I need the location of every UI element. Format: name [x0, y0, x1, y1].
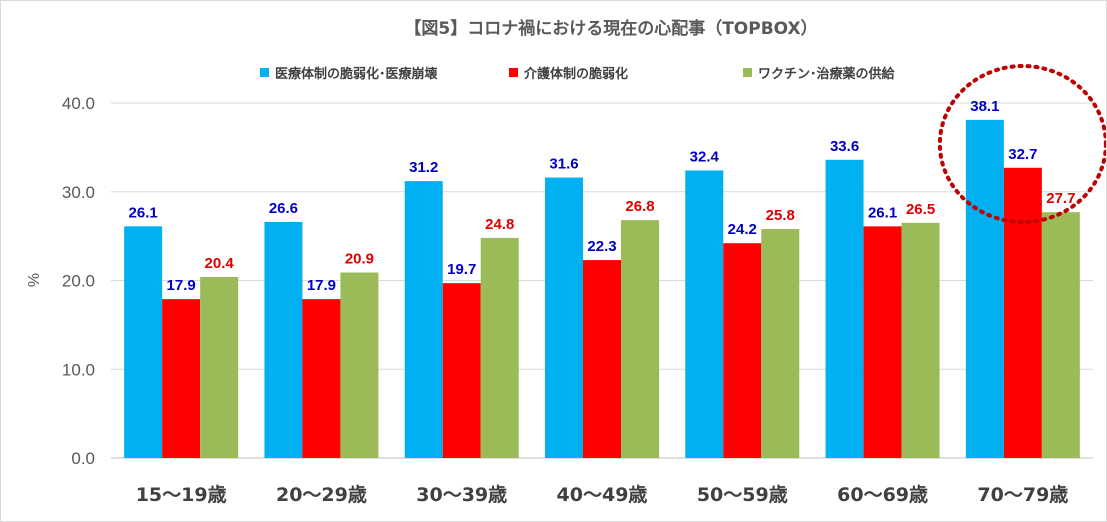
annotation: [937, 64, 1106, 224]
bar: [825, 159, 864, 459]
bar: [442, 283, 481, 458]
bar: [863, 226, 902, 458]
y-axis-label: %: [26, 273, 43, 287]
y-tick-label: 30.0: [62, 183, 95, 202]
data-label: 17.9: [307, 277, 336, 294]
legend-swatch: [260, 68, 269, 77]
chart-title: 【図5】コロナ禍における現在の心配事（TOPBOX）: [404, 18, 817, 39]
y-tick-label: 40.0: [62, 94, 95, 113]
bar: [162, 299, 201, 458]
bar: [621, 220, 659, 458]
bar: [404, 181, 443, 458]
data-label: 38.1: [970, 98, 999, 115]
y-tick-label: 0.0: [71, 449, 95, 468]
bar: [761, 229, 800, 458]
data-label: 26.1: [129, 204, 158, 221]
x-axis: 15～19歳 20～29歳 30～39歳 40～49歳 50～59歳 60～69歳 70～7…: [136, 484, 1069, 506]
x-tick-label: 40～49歳: [557, 484, 648, 506]
data-label: 20.4: [205, 255, 235, 272]
bar: [583, 260, 621, 458]
x-tick-label: 70～79歳: [977, 484, 1068, 506]
data-label: 26.1: [868, 204, 897, 221]
bar: [124, 226, 163, 458]
y-tick-label: 20.0: [62, 272, 95, 291]
x-tick-label: 20～29歳: [276, 484, 367, 506]
data-labels: 26.1 17.9 20.4 26.6 17.9 20.9 31.2 19.7 24.8 31.6…: [129, 98, 1076, 294]
highlight-circle: [937, 64, 1106, 224]
bar: [264, 221, 303, 458]
data-label: 26.5: [906, 201, 935, 218]
legend: 医療体制の脆弱化･医療崩壊 介護体制の脆弱化 ワクチン･治療薬の供給: [260, 66, 896, 82]
x-tick-label: 60～69歳: [837, 484, 928, 506]
data-label: 32.7: [1008, 146, 1037, 163]
bar: [685, 170, 724, 458]
bar: [480, 237, 519, 458]
legend-swatch: [743, 68, 752, 77]
data-label: 33.6: [830, 138, 859, 155]
data-label: 27.7: [1046, 190, 1075, 207]
legend-label: 医療体制の脆弱化･医療崩壊: [275, 66, 439, 82]
bar: [965, 119, 1004, 459]
data-label: 25.8: [766, 207, 795, 224]
data-label: 32.4: [690, 148, 720, 165]
bar: [723, 243, 762, 458]
data-label: 22.3: [587, 238, 616, 255]
data-label: 20.9: [345, 251, 374, 268]
data-label: 19.7: [447, 261, 476, 278]
data-label: 26.6: [269, 200, 298, 217]
bar: [200, 276, 239, 458]
y-axis: 0.0 10.0 20.0 30.0 40.0: [62, 94, 95, 468]
bar: [1003, 167, 1042, 458]
bar: [901, 222, 940, 458]
bar: [545, 177, 583, 459]
data-label: 31.2: [409, 159, 438, 176]
x-tick-label: 30～39歳: [416, 484, 507, 506]
data-label: 31.6: [549, 156, 578, 173]
bar: [1041, 212, 1080, 458]
data-label: 26.8: [625, 198, 654, 215]
legend-swatch: [509, 68, 518, 77]
data-label: 24.8: [485, 216, 514, 233]
legend-label: ワクチン･治療薬の供給: [758, 66, 896, 82]
bars: [124, 119, 1080, 459]
x-tick-label: 15～19歳: [136, 484, 227, 506]
data-label: 17.9: [167, 277, 196, 294]
data-label: 24.2: [728, 221, 757, 238]
legend-label: 介護体制の脆弱化: [523, 66, 628, 82]
bar: [340, 272, 379, 458]
y-tick-label: 10.0: [62, 360, 95, 379]
bar: [302, 299, 341, 458]
x-tick-label: 50～59歳: [697, 484, 788, 506]
